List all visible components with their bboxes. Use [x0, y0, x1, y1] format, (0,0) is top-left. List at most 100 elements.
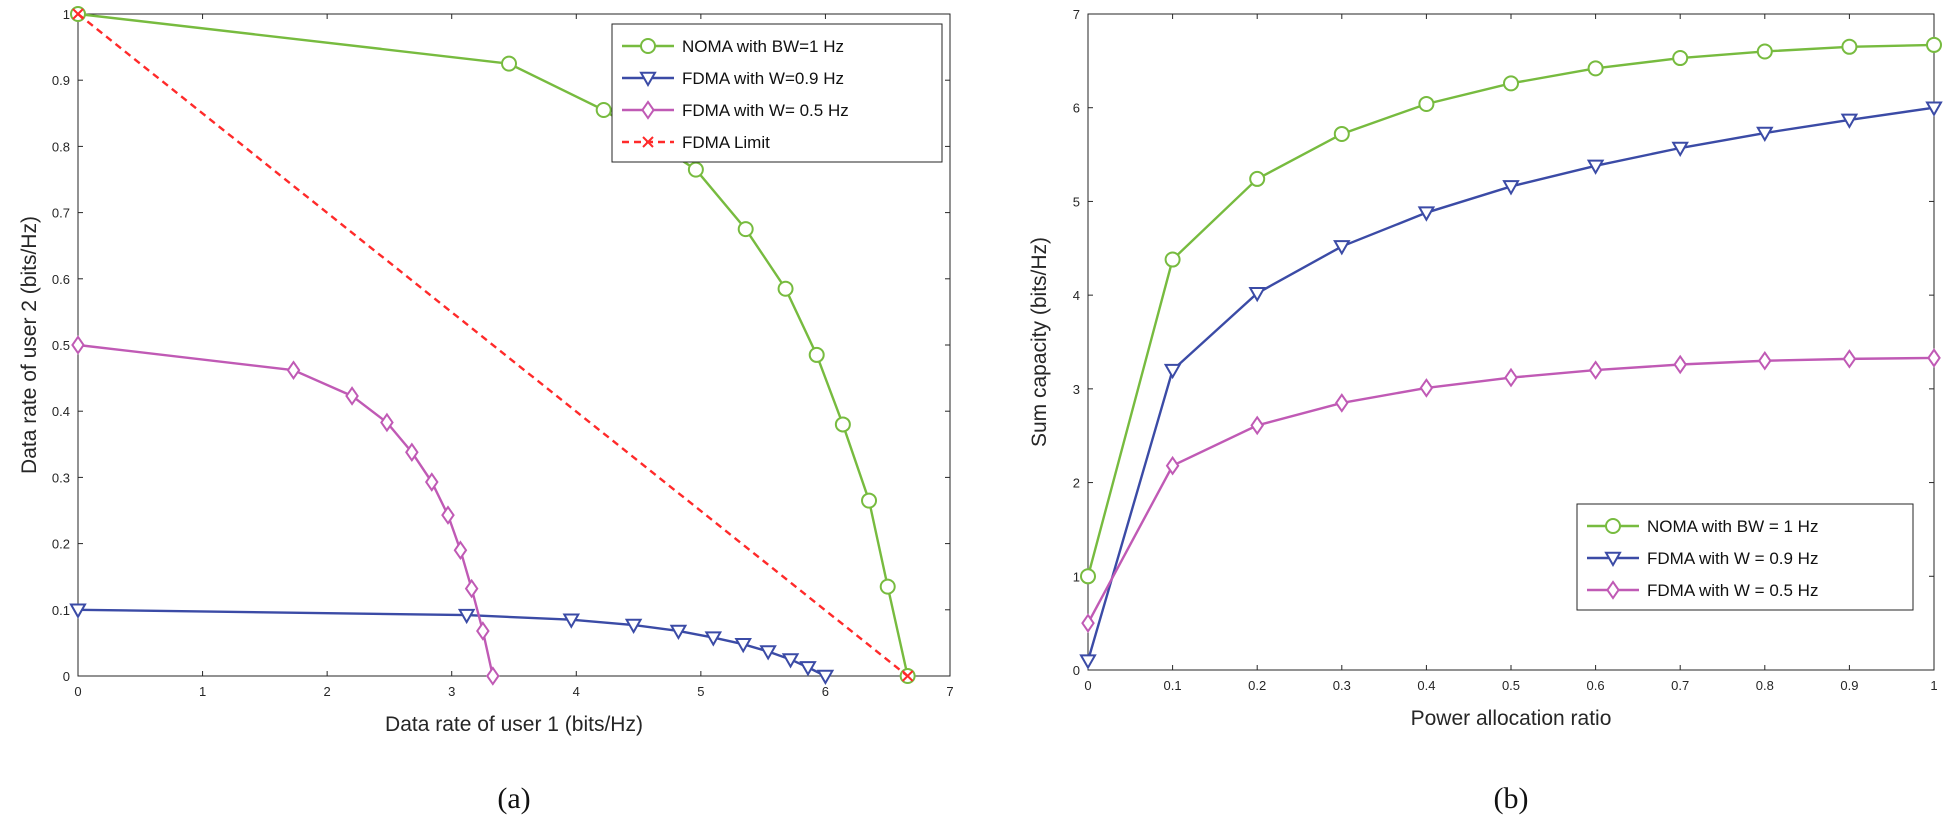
legend-marker — [642, 136, 654, 148]
data-point — [777, 280, 794, 297]
data-point — [1164, 251, 1181, 268]
x-tick-label: 4 — [573, 684, 580, 699]
y-tick-label: 1 — [63, 7, 70, 22]
data-point — [380, 412, 394, 433]
y-tick-label: 0.9 — [52, 73, 70, 88]
data-point — [476, 621, 490, 641]
series-markers-2 — [69, 603, 835, 686]
x-tick-label: 2 — [324, 684, 331, 699]
y-axis-label: Sum capacity (bits/Hz) — [1028, 237, 1051, 447]
data-point — [1419, 378, 1434, 398]
data-point — [781, 653, 800, 669]
legend-marker — [1606, 580, 1620, 600]
data-point — [759, 645, 777, 661]
x-tick-label: 0.7 — [1671, 678, 1689, 693]
legend-label: FDMA with W=0.9 Hz — [682, 69, 844, 88]
x-axis-label: Power allocation ratio — [1411, 707, 1612, 730]
legend-marker — [1605, 518, 1621, 534]
data-point — [424, 472, 439, 492]
data-point — [737, 221, 754, 238]
data-point — [1504, 367, 1518, 388]
x-tick-label: 1 — [1930, 678, 1937, 693]
data-point — [71, 335, 85, 355]
data-point — [501, 55, 518, 72]
figure-caption: (a) — [497, 782, 530, 815]
y-tick-label: 1 — [1073, 569, 1080, 584]
y-axis-label: Data rate of user 2 (bits/Hz) — [18, 216, 41, 474]
data-point — [286, 360, 301, 380]
legend-label: FDMA with W = 0.9 Hz — [1647, 549, 1818, 568]
data-point — [879, 578, 896, 595]
y-tick-label: 0.1 — [52, 603, 70, 618]
data-point — [1842, 349, 1857, 369]
data-point — [1757, 350, 1772, 371]
x-tick-label: 0.1 — [1164, 678, 1182, 693]
data-point — [799, 661, 817, 677]
x-axis-label: Data rate of user 1 (bits/Hz) — [385, 713, 643, 736]
data-point — [1417, 206, 1436, 222]
chart-panel-b: 0 0.1 0.2 0.3 0.4 0.5 0.6 0.7 0.8 0.9 1 0 1 2 3 4 5 6 7 Pow… — [1028, 7, 1943, 815]
data-point — [1927, 348, 1941, 368]
y-tick-label: 0.2 — [52, 537, 70, 552]
x-tick-label: 5 — [697, 684, 704, 699]
data-point — [1503, 75, 1519, 92]
data-point — [1333, 125, 1350, 142]
data-point — [486, 666, 500, 686]
data-point — [687, 161, 704, 178]
data-point — [405, 442, 419, 463]
data-point — [1081, 613, 1095, 633]
data-point — [808, 346, 825, 363]
data-point — [1673, 354, 1688, 375]
y-tick-label: 0.3 — [52, 470, 70, 485]
data-point — [562, 613, 581, 629]
data-point — [1165, 455, 1180, 476]
data-point — [1586, 159, 1605, 175]
data-point — [1250, 415, 1265, 436]
data-point — [345, 386, 359, 406]
x-tick-label: 0 — [74, 684, 81, 699]
data-point — [1248, 287, 1266, 303]
data-point — [1163, 363, 1182, 380]
data-point — [1249, 170, 1266, 187]
data-point — [669, 624, 688, 640]
data-point — [1079, 654, 1097, 670]
data-point — [595, 101, 612, 118]
x-tick-label: 0 — [1084, 678, 1091, 693]
y-tick-label: 7 — [1073, 7, 1080, 22]
x-tick-label: 0.6 — [1587, 678, 1605, 693]
data-point — [1588, 360, 1603, 380]
data-point — [1333, 240, 1351, 256]
y-tick-label: 0 — [63, 669, 70, 684]
data-point — [1502, 180, 1520, 196]
x-tick-label: 7 — [946, 684, 953, 699]
data-point — [861, 492, 878, 509]
legend-label: NOMA with BW = 1 Hz — [1647, 517, 1818, 536]
series-line-4 — [77, 13, 909, 677]
legend-label: FDMA with W = 0.5 Hz — [1647, 581, 1818, 600]
data-point — [1080, 568, 1096, 585]
y-tick-label: 5 — [1073, 194, 1080, 209]
data-point — [72, 8, 84, 20]
y-tick-label: 0.7 — [52, 206, 70, 221]
legend: NOMA with BW = 1 Hz FDMA with W = 0.9 Hz F… — [1576, 503, 1914, 611]
data-point — [624, 618, 643, 635]
x-tick-label: 0.3 — [1333, 678, 1351, 693]
data-point — [457, 608, 476, 625]
y-tick-label: 0.4 — [52, 404, 70, 419]
x-tick-label: 0.9 — [1840, 678, 1858, 693]
legend-marker — [641, 100, 655, 120]
data-point — [1840, 113, 1859, 129]
data-point — [1756, 126, 1774, 143]
legend-marker — [640, 38, 656, 54]
data-point — [1587, 60, 1604, 77]
y-tick-label: 2 — [1073, 476, 1080, 491]
y-tick-label: 3 — [1073, 382, 1080, 397]
data-point — [901, 670, 914, 682]
series-markers-2 — [1079, 101, 1943, 670]
x-tick-label: 0.2 — [1248, 678, 1266, 693]
legend-label: NOMA with BW=1 Hz — [682, 37, 844, 56]
data-point — [1671, 141, 1689, 158]
data-point — [1926, 36, 1942, 53]
y-tick-label: 0.8 — [52, 139, 70, 154]
